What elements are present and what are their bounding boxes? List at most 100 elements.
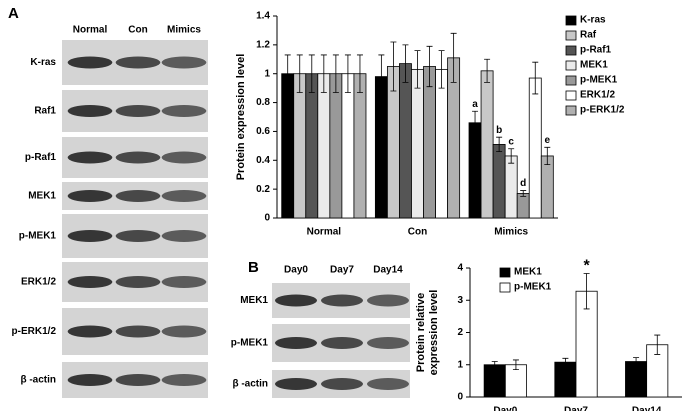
legend-label: MEK1 — [514, 267, 542, 278]
bar — [281, 73, 295, 219]
row-label: MEK1 — [240, 295, 268, 306]
error-bar — [472, 110, 479, 135]
annotation: a — [472, 99, 478, 110]
band — [161, 374, 207, 386]
row-label: β -actin — [20, 375, 56, 386]
row-label: p-MEK1 — [19, 231, 57, 242]
legend-swatch — [565, 45, 577, 56]
band — [67, 56, 113, 69]
lane-label: Normal — [73, 25, 108, 36]
error-bar — [654, 334, 661, 355]
error-bar — [562, 357, 569, 367]
legend-swatch — [565, 30, 577, 41]
band — [115, 151, 161, 164]
band — [115, 105, 161, 117]
error-bar — [532, 61, 539, 95]
band — [115, 230, 161, 242]
band — [161, 325, 207, 338]
bar — [423, 66, 436, 219]
row-label: β -actin — [232, 379, 268, 390]
band — [67, 190, 113, 202]
error-bar — [496, 136, 503, 153]
band — [161, 276, 207, 288]
annotation: d — [520, 178, 526, 189]
bar — [540, 155, 554, 219]
y-tick-label: 1.2 — [256, 39, 270, 50]
error-bar — [633, 357, 640, 366]
panel-letter: B — [248, 259, 259, 276]
bar — [293, 73, 307, 219]
bar — [411, 68, 424, 219]
error-bar — [356, 54, 363, 93]
error-bar — [512, 359, 519, 370]
band — [67, 151, 113, 164]
bar — [516, 193, 530, 219]
legend-label: p-MEK1 — [514, 282, 552, 293]
band — [367, 294, 409, 307]
band — [321, 337, 363, 349]
band — [115, 325, 161, 338]
error-bar — [484, 58, 491, 83]
y-tick-label: 0.8 — [256, 97, 270, 108]
lane-label: Day0 — [284, 265, 308, 276]
band — [67, 374, 113, 386]
bar — [480, 70, 494, 219]
y-tick-label: 1 — [264, 68, 270, 79]
row-label: ERK1/2 — [21, 277, 56, 288]
y-tick-label: 3 — [457, 295, 463, 306]
band — [321, 378, 363, 390]
x-tick-label: Day14 — [632, 406, 662, 411]
bar — [353, 73, 367, 219]
legend-label: MEK1 — [580, 60, 608, 71]
bar — [435, 68, 449, 219]
legend-label: Raf — [580, 30, 597, 41]
x-tick-label: Con — [408, 227, 427, 238]
bar — [625, 361, 648, 398]
error-bar — [344, 54, 351, 93]
lane-label: Con — [128, 25, 147, 36]
band — [67, 325, 113, 338]
legend-swatch — [499, 282, 511, 293]
error-bar — [390, 41, 397, 92]
bar — [329, 73, 343, 219]
error-bar — [332, 54, 339, 93]
band — [67, 230, 113, 242]
error-bar — [320, 54, 327, 93]
row-label: Raf1 — [34, 106, 56, 117]
annotation: b — [496, 125, 502, 136]
error-bar — [508, 148, 515, 164]
band — [321, 294, 363, 307]
y-tick-label: 0 — [457, 392, 463, 403]
annotation: * — [583, 258, 590, 275]
bar — [305, 73, 319, 219]
legend-label: p-Raf1 — [580, 45, 612, 56]
legend-swatch — [565, 105, 577, 116]
error-bar — [544, 146, 551, 166]
x-tick-label: Day0 — [493, 406, 517, 411]
error-bar — [378, 54, 385, 99]
band — [161, 151, 207, 164]
x-tick-label: Mimics — [494, 227, 528, 238]
legend-label: p-ERK1/2 — [580, 105, 625, 116]
lane-label: Day14 — [373, 265, 403, 276]
error-bar — [414, 50, 421, 89]
band — [67, 276, 113, 288]
y-tick-label: 4 — [457, 263, 463, 274]
error-bar — [426, 45, 433, 88]
row-label: p-ERK1/2 — [12, 326, 57, 337]
legend-swatch — [565, 60, 577, 71]
lane-label: Mimics — [167, 25, 201, 36]
y-axis-label: expression level — [428, 290, 440, 376]
error-bar — [402, 44, 409, 83]
bar — [528, 77, 542, 219]
y-axis-label: Protein relative — [415, 293, 427, 372]
panel-letter: A — [8, 5, 19, 22]
y-tick-label: 2 — [457, 327, 463, 338]
band — [275, 337, 317, 349]
bar — [317, 73, 331, 219]
x-tick-label: Normal — [307, 227, 342, 238]
legend-swatch — [565, 75, 577, 86]
y-tick-label: 1.4 — [256, 11, 270, 22]
bar — [341, 73, 355, 219]
